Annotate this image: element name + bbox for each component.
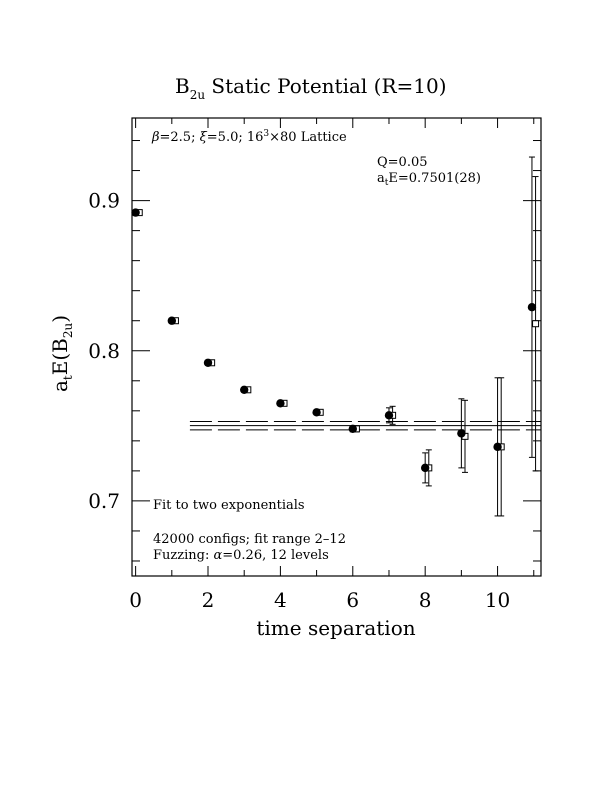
circle-point — [131, 208, 140, 217]
x-tick-label: 2 — [202, 588, 215, 612]
chart-title: B2u Static Potential (R=10) — [175, 74, 447, 102]
energy-annotation: atE=0.7501(28) — [377, 171, 481, 188]
y-tick-label: 0.8 — [88, 339, 120, 363]
circle-point — [527, 303, 537, 312]
x-tick-labels: 0 2 4 6 8 10 — [129, 588, 510, 612]
y-tick-labels: 0.7 0.8 0.9 — [88, 189, 120, 513]
fuzzing-annotation: Fuzzing: α=0.26, 12 levels — [153, 548, 329, 563]
y-tick-label: 0.9 — [88, 189, 120, 213]
fit-band — [189, 420, 541, 431]
x-tick-label: 10 — [485, 588, 510, 612]
circle-point — [348, 424, 357, 434]
circle-point — [384, 411, 394, 420]
plot-frame — [131, 117, 542, 577]
x-tick-label: 0 — [129, 588, 142, 612]
x-tick-label: 8 — [419, 588, 432, 612]
axis-ticks — [132, 118, 541, 576]
q-value-annotation: Q=0.05 — [377, 155, 428, 170]
fit-type-annotation: Fit to two exponentials — [153, 498, 305, 513]
x-tick-label: 4 — [274, 588, 287, 612]
data-points — [131, 156, 540, 517]
y-axis-label: atE(B2u) — [48, 315, 75, 392]
circle-point — [240, 385, 249, 394]
circle-point — [203, 358, 213, 367]
x-axis-label: time separation — [256, 616, 415, 640]
circle-point — [276, 399, 285, 408]
circle-point — [420, 463, 430, 473]
circle-point — [312, 408, 321, 417]
lattice-annotation: β=2.5; ξ=5.0; 163×80 Lattice — [151, 129, 347, 145]
y-tick-label: 0.7 — [88, 489, 120, 513]
configs-annotation: 42000 configs; fit range 2–12 — [153, 532, 346, 547]
circle-point — [457, 429, 466, 438]
circle-point — [493, 442, 502, 452]
square-point — [532, 320, 540, 328]
circle-point — [167, 316, 177, 325]
x-tick-label: 6 — [346, 588, 359, 612]
